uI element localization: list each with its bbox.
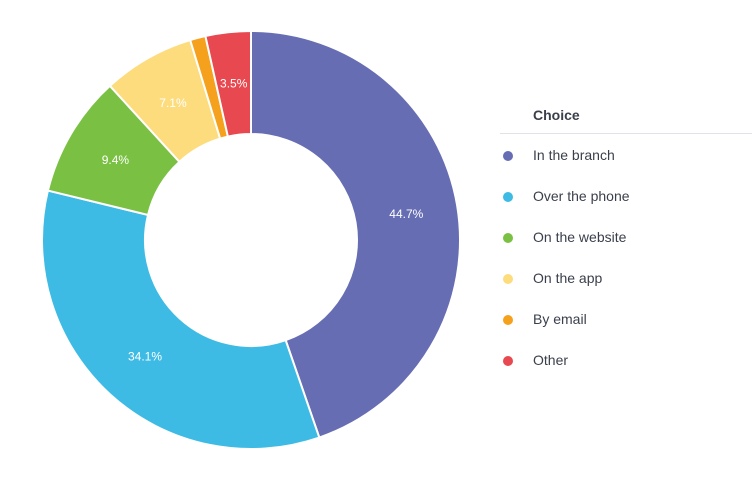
slice-label: 9.4% — [102, 153, 130, 167]
slice-over-the-phone[interactable] — [41, 189, 321, 450]
legend-item[interactable]: On the website — [500, 217, 752, 258]
legend-swatch — [503, 274, 513, 284]
legend-item[interactable]: Over the phone — [500, 176, 752, 217]
legend-label: Other — [533, 352, 569, 368]
legend-swatch — [503, 315, 513, 325]
legend-label: Over the phone — [533, 188, 630, 204]
slice-in-the-branch[interactable] — [250, 29, 461, 439]
legend-swatch — [503, 356, 513, 366]
slice-label: 3.5% — [220, 76, 248, 90]
legend-label: On the website — [533, 229, 627, 245]
slice-label: 7.1% — [159, 96, 187, 110]
slices-group — [41, 29, 461, 450]
slice-labels-group: 44.7% 34.1% 9.4% 7.1% 3.5% — [102, 76, 424, 363]
donut-chart: 44.7% 34.1% 9.4% 7.1% 3.5% — [41, 29, 461, 450]
legend-items: In the branch Over the phone On the websit… — [500, 135, 752, 381]
legend: Choice In the branch Over the phone On the… — [500, 97, 752, 381]
slice-label: 34.1% — [128, 349, 162, 363]
legend-swatch — [503, 192, 513, 202]
slice-label: 44.7% — [389, 207, 423, 221]
legend-item[interactable]: On the app — [500, 258, 752, 299]
legend-label: By email — [533, 311, 587, 327]
legend-label: In the branch — [533, 147, 615, 163]
legend-item[interactable]: By email — [500, 299, 752, 340]
legend-swatch — [503, 151, 513, 161]
legend-swatch — [503, 233, 513, 243]
legend-label: On the app — [533, 270, 603, 286]
legend-item[interactable]: Other — [500, 340, 752, 381]
legend-item[interactable]: In the branch — [500, 135, 752, 176]
legend-title: Choice — [500, 97, 752, 134]
slice-other[interactable] — [204, 29, 252, 138]
